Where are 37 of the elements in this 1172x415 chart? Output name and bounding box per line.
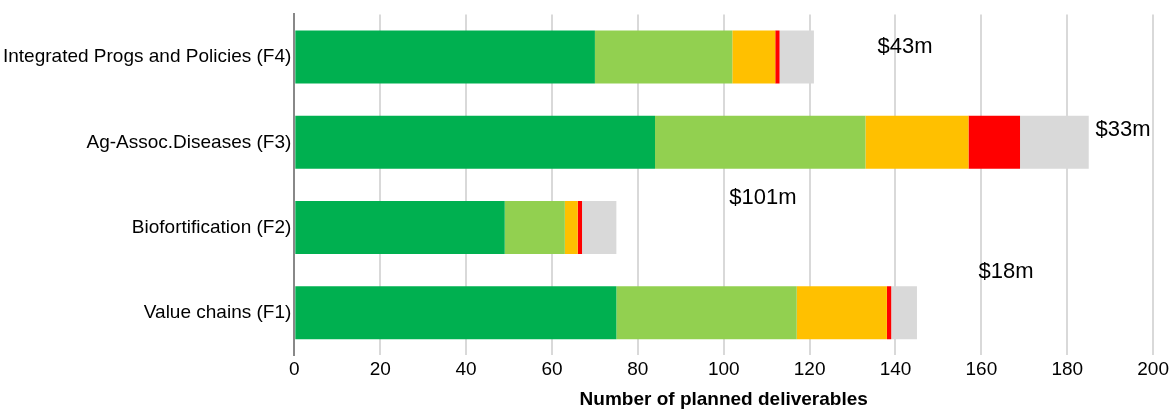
bar [865, 115, 969, 169]
bar [594, 30, 733, 84]
bar [295, 115, 656, 169]
bar [796, 286, 887, 340]
bar [295, 286, 617, 340]
annotation: $33m [1095, 116, 1151, 142]
annotation: $43m [877, 33, 933, 59]
x-tick-label: 120 [793, 358, 826, 380]
x-tick-label: 0 [289, 358, 300, 380]
x-tick-label: 60 [541, 358, 563, 380]
bar [968, 115, 1021, 169]
y-tick-label: Value chains (F1) [143, 301, 292, 323]
x-tick-label: 180 [1051, 358, 1084, 380]
x-tick-label: 80 [627, 358, 649, 380]
y-tick-label: Integrated Progs and Policies (F4) [3, 45, 292, 67]
x-tick-label: 40 [455, 358, 477, 380]
bar [295, 201, 505, 254]
y-tick-label: Biofortification (F2) [131, 215, 292, 237]
bar [655, 115, 866, 169]
x-tick-label: 160 [965, 358, 998, 380]
x-tick-label: 200 [1137, 358, 1169, 380]
bar [775, 30, 780, 84]
bar [616, 286, 797, 340]
annotation: $101m [729, 184, 797, 210]
annotation: $18m [978, 258, 1034, 284]
bar [564, 201, 578, 254]
bar [504, 201, 565, 254]
y-tick-label: Ag-Assoc.Diseases (F3) [86, 130, 292, 152]
bar [732, 30, 776, 84]
bar [886, 286, 892, 340]
x-tick-label: 100 [707, 358, 740, 380]
bar [577, 201, 583, 254]
bar [295, 30, 595, 84]
x-axis-title: Number of planned deliverables [579, 387, 868, 409]
bar [582, 201, 617, 254]
x-tick-label: 20 [369, 358, 391, 380]
x-tick-label: 140 [879, 358, 912, 380]
